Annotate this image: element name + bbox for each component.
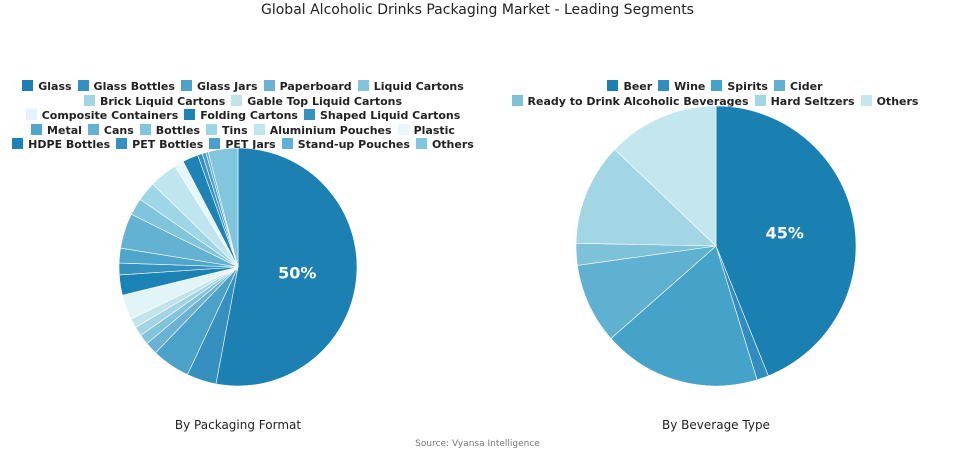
packaging-legend-swatch: [87, 123, 99, 135]
packaging-legend-item-tins: Tins: [206, 123, 248, 139]
beverage-legend-item-hard-seltzers: Hard Seltzers: [754, 94, 855, 110]
packaging-legend-swatch: [253, 123, 265, 135]
packaging-data-label-glass: 50%: [278, 264, 316, 283]
packaging-legend-item-others: Others: [415, 138, 474, 153]
beverage-legend-item-others: Others: [860, 94, 919, 110]
packaging-legend-item-brick-liquid-cartons: Brick Liquid Cartons: [83, 94, 226, 110]
packaging-legend-item-glass-jars: Glass Jars: [180, 80, 258, 95]
packaging-legend-swatch: [231, 94, 243, 106]
beverage-legend-label: Wine: [674, 80, 706, 93]
packaging-legend-label: Composite Containers: [41, 109, 179, 122]
beverage-slice-cider: [577, 245, 717, 339]
packaging-legend-swatch: [25, 109, 37, 120]
beverage-legend-label: Others: [876, 94, 919, 108]
packaging-legend-item-shaped-liquid-cartons: Shaped Liquid Cartons: [303, 109, 461, 124]
packaging-legend-item-liquid-cartons: Liquid Cartons: [357, 80, 464, 95]
packaging-legend-label: Brick Liquid Cartons: [99, 94, 226, 108]
packaging-legend-label: Paperboard: [279, 80, 352, 93]
packaging-legend-swatch: [22, 80, 34, 91]
source-note: Source: Vyansa Intelligence: [415, 439, 540, 449]
beverage-legend-swatch: [511, 94, 523, 106]
packaging-legend-item-composite-containers: Composite Containers: [25, 109, 179, 124]
packaging-legend-label: Shaped Liquid Cartons: [319, 109, 461, 122]
beverage-legend-label: Spirits: [727, 80, 768, 93]
chart-title-packaging-format: By Packaging Format: [174, 418, 302, 432]
packaging-legend-swatch: [31, 123, 43, 135]
beverage-data-label-beer: 45%: [766, 224, 804, 243]
beverage-legend-item-cider: Cider: [773, 80, 823, 95]
packaging-slice-others: [207, 147, 239, 268]
packaging-legend-swatch: [180, 80, 192, 91]
beverage-legend-swatch: [860, 94, 872, 106]
beverage-legend-item-ready-to-drink-alcoholic-beverages: Ready to Drink Alcoholic Beverages: [511, 94, 749, 110]
packaging-legend-swatch: [77, 80, 89, 91]
beverage-legend-swatch: [658, 80, 670, 91]
packaging-legend-swatch: [139, 123, 151, 135]
packaging-legend-swatch: [357, 80, 369, 91]
beverage-legend-swatch: [607, 80, 619, 91]
page-title: Global Alcoholic Drinks Packaging Market…: [261, 2, 694, 18]
beverage-legend-item-beer: Beer: [607, 80, 652, 95]
packaging-legend-item-hdpe-bottles: HDPE Bottles: [12, 138, 110, 153]
beverage-legend-label: Cider: [789, 80, 823, 93]
beverage-legend-label: Ready to Drink Alcoholic Beverages: [527, 94, 749, 108]
beverage-legend-swatch: [773, 80, 785, 91]
packaging-legend-swatch: [397, 123, 409, 135]
packaging-legend-item-gable-top-liquid-cartons: Gable Top Liquid Cartons: [231, 94, 403, 110]
packaging-legend-swatch: [263, 80, 275, 91]
packaging-legend-label: Others: [431, 138, 474, 151]
packaging-legend-swatch: [206, 123, 218, 135]
packaging-legend-swatch: [12, 138, 24, 149]
packaging-legend-label: Glass Jars: [196, 80, 258, 93]
packaging-legend-swatch: [281, 138, 293, 149]
pie-chart-packaging-format: 50%: [118, 147, 358, 387]
packaging-legend-item-metal: Metal: [31, 123, 82, 139]
packaging-legend-label: Glass: [38, 80, 72, 93]
legend-packaging-format: Glass Glass Bottles Glass Jars Paperboard Li…: [8, 80, 478, 153]
packaging-legend-item-aluminium-pouches: Aluminium Pouches: [253, 123, 392, 139]
packaging-legend-swatch: [303, 109, 315, 120]
packaging-legend-item-glass-bottles: Glass Bottles: [77, 80, 175, 95]
packaging-legend-label: Liquid Cartons: [373, 80, 464, 93]
packaging-legend-item-bottles: Bottles: [139, 123, 201, 139]
packaging-legend-label: Plastic: [413, 123, 455, 137]
packaging-legend-item-cans: Cans: [87, 123, 134, 139]
beverage-legend-label: Hard Seltzers: [770, 94, 855, 108]
packaging-legend-swatch: [83, 94, 95, 106]
beverage-slice-spirits: [610, 245, 758, 387]
packaging-legend-item-pet-bottles: PET Bottles: [116, 138, 203, 153]
packaging-legend-label: Folding Cartons: [200, 109, 298, 122]
packaging-legend-item-stand-up-pouches: Stand-up Pouches: [281, 138, 410, 153]
packaging-legend-label: Gable Top Liquid Cartons: [247, 94, 403, 108]
beverage-legend-swatch: [711, 80, 723, 91]
packaging-legend-item-glass: Glass: [22, 80, 72, 95]
pie-chart-beverage-type: 45%: [575, 105, 857, 387]
packaging-legend-item-plastic: Plastic: [397, 123, 455, 139]
packaging-legend-item-paperboard: Paperboard: [263, 80, 352, 95]
packaging-legend-label: Stand-up Pouches: [297, 138, 410, 151]
packaging-legend-item-folding-cartons: Folding Cartons: [184, 109, 298, 124]
packaging-legend-label: Glass Bottles: [93, 80, 175, 93]
beverage-slice-others: [614, 105, 717, 247]
beverage-slice-hard-seltzers: [575, 148, 717, 247]
packaging-legend-label: Bottles: [155, 123, 201, 137]
packaging-legend-swatch: [415, 138, 427, 149]
beverage-legend-item-spirits: Spirits: [711, 80, 768, 95]
beverage-legend-swatch: [754, 94, 766, 106]
beverage-legend-item-wine: Wine: [658, 80, 705, 95]
packaging-legend-swatch: [209, 138, 221, 149]
packaging-legend-label: Cans: [103, 123, 134, 137]
packaging-slice-glass: [215, 147, 358, 387]
packaging-legend-swatch: [116, 138, 128, 149]
packaging-legend-label: HDPE Bottles: [28, 138, 111, 151]
packaging-legend-label: Metal: [47, 123, 82, 137]
chart-title-beverage-type: By Beverage Type: [662, 418, 770, 432]
legend-beverage-type: Beer Wine Spirits Cider Ready to Drink Alcoh…: [495, 80, 935, 109]
beverage-legend-label: Beer: [623, 80, 653, 93]
packaging-legend-label: Aluminium Pouches: [269, 123, 392, 137]
packaging-legend-label: Tins: [222, 123, 248, 137]
packaging-legend-swatch: [184, 109, 196, 120]
beverage-slice-beer: [715, 105, 857, 377]
packaging-legend-label: PET Bottles: [132, 138, 204, 151]
